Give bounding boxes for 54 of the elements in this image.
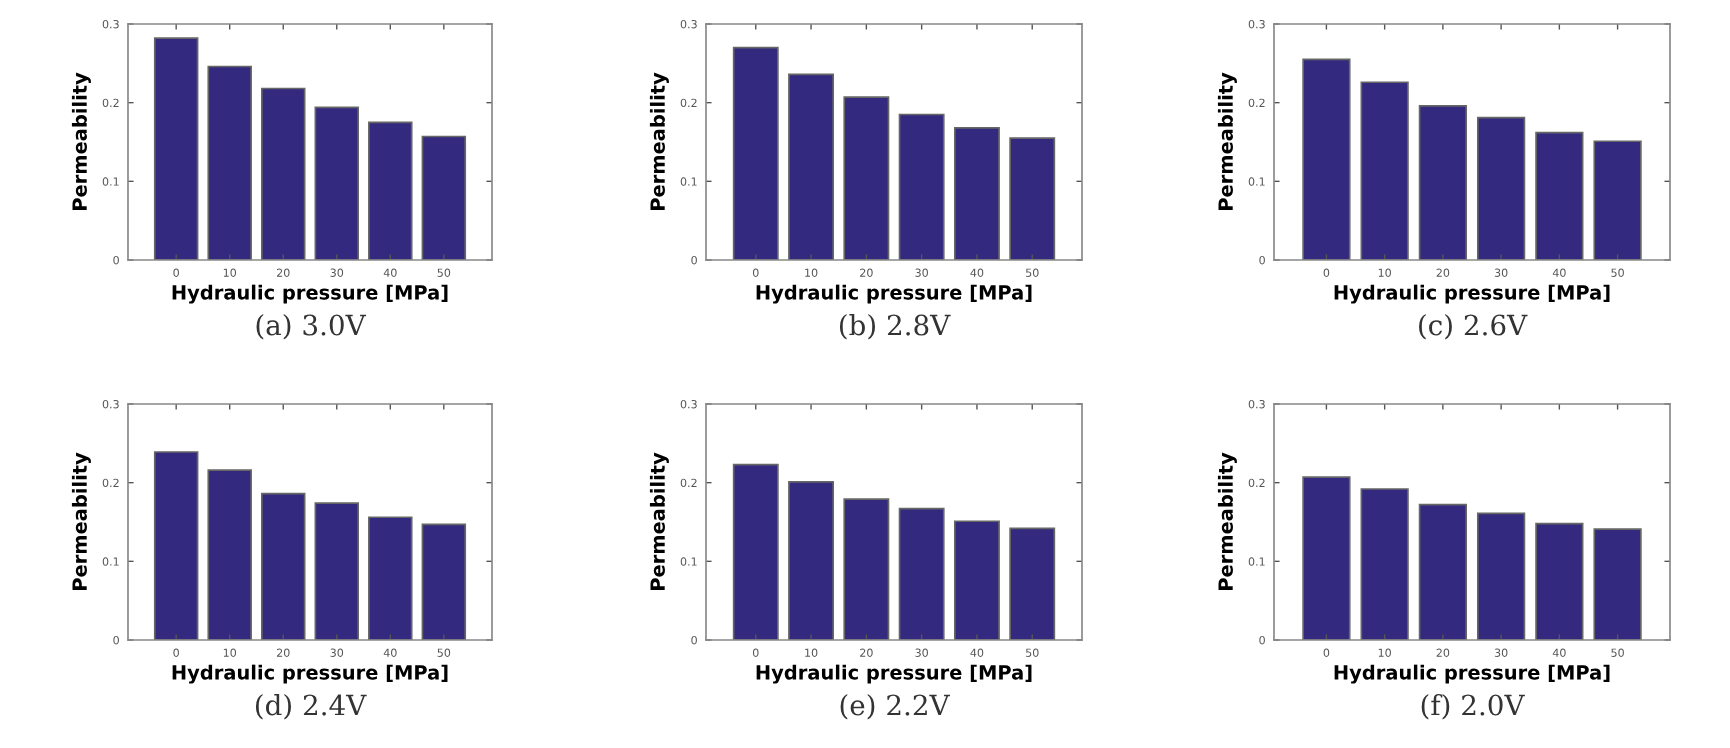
bar: [788, 481, 835, 640]
bar: [1009, 527, 1056, 640]
bar: [732, 46, 779, 260]
bar: [1593, 140, 1642, 260]
bar: [1302, 476, 1351, 640]
bar: [953, 127, 1000, 260]
bar: [368, 121, 413, 260]
bar: [953, 520, 1000, 640]
bar: [314, 106, 360, 260]
x-axis-title: Hydraulic pressure [MPa]: [1334, 284, 1610, 304]
bar: [260, 492, 306, 640]
y-axis-title: Permeability: [1217, 72, 1237, 210]
x-axis-title: Hydraulic pressure [MPa]: [172, 284, 448, 304]
x-axis-title: Hydraulic pressure [MPa]: [756, 664, 1032, 684]
bar: [1418, 503, 1468, 640]
bar: [421, 523, 467, 640]
y-axis-title: Permeability: [649, 72, 669, 210]
bar: [1360, 81, 1409, 260]
bar: [1360, 488, 1409, 640]
x-axis-title: Hydraulic pressure [MPa]: [1334, 664, 1610, 684]
text: (f) 2.0V: [1421, 694, 1525, 720]
bar: [1535, 131, 1584, 260]
bar: [788, 73, 835, 260]
bar: [1476, 116, 1526, 260]
bar: [898, 113, 945, 260]
bar: [207, 469, 252, 640]
bar: [732, 463, 779, 640]
bar: [368, 516, 413, 640]
x-axis-title: Hydraulic pressure [MPa]: [756, 284, 1032, 304]
bar: [421, 135, 467, 260]
bar: [843, 96, 890, 260]
bar: [1593, 528, 1642, 640]
text: (b) 2.8V: [839, 314, 951, 340]
bar: [1302, 58, 1351, 260]
text: (d) 2.4V: [255, 694, 367, 720]
bar: [314, 502, 360, 640]
bar: [207, 65, 252, 260]
text: (e) 2.2V: [840, 694, 950, 720]
y-axis-title: Permeability: [649, 452, 669, 590]
x-axis-title: Hydraulic pressure [MPa]: [172, 664, 448, 684]
bar: [1476, 512, 1526, 640]
y-axis-title: Permeability: [71, 72, 91, 210]
bar: [260, 87, 306, 260]
bar: [153, 37, 199, 260]
bar: [898, 507, 945, 640]
y-axis-title: Permeability: [71, 452, 91, 590]
bar: [1418, 104, 1468, 260]
bar: [153, 451, 199, 640]
bar: [843, 498, 890, 640]
bar: [1009, 137, 1056, 260]
text: (a) 3.0V: [256, 314, 367, 340]
y-axis-title: Permeability: [1217, 452, 1237, 590]
text: (c) 2.6V: [1419, 314, 1528, 340]
bar: [1535, 522, 1584, 640]
